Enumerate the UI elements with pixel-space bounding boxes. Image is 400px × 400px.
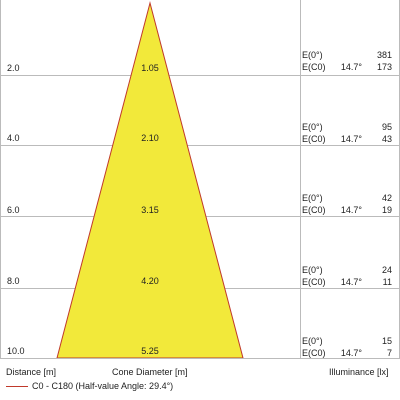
e0-value: 95 xyxy=(381,122,392,132)
e0-value: 381 xyxy=(376,50,392,60)
distance-label: 6.0 xyxy=(7,205,20,215)
e0-label: E(0°) xyxy=(302,122,323,132)
light-cone xyxy=(56,1,244,359)
ec0-label: E(C0) xyxy=(302,134,326,144)
ec0-value: 173 xyxy=(376,62,392,72)
distance-label: 4.0 xyxy=(7,133,20,143)
ec0-value: 43 xyxy=(381,134,392,144)
legend-label: C0 - C180 (Half-value Angle: 29.4°) xyxy=(32,381,174,391)
ec0-label: E(C0) xyxy=(302,62,326,72)
e0-value: 24 xyxy=(381,265,392,275)
ec0-angle: 14.7° xyxy=(340,134,362,144)
ec0-angle: 14.7° xyxy=(340,205,362,215)
e0-label: E(0°) xyxy=(302,336,323,346)
cone-diameter-label: 3.15 xyxy=(141,205,159,215)
e0-label: E(0°) xyxy=(302,50,323,60)
ec0-value: 7 xyxy=(386,348,392,358)
e0-value: 42 xyxy=(381,193,392,203)
cone-diameter-label: 2.10 xyxy=(141,133,159,143)
e0-label: E(0°) xyxy=(302,193,323,203)
ec0-angle: 14.7° xyxy=(340,277,362,287)
ec0-angle: 14.7° xyxy=(340,62,362,72)
e0-value: 15 xyxy=(381,336,392,346)
e0-label: E(0°) xyxy=(302,265,323,275)
ec0-angle: 14.7° xyxy=(340,348,362,358)
legend-line-swatch xyxy=(6,385,28,387)
ec0-label: E(C0) xyxy=(302,205,326,215)
cone-diameter-axis-title: Cone Diameter [m] xyxy=(112,367,188,377)
legend: C0 - C180 (Half-value Angle: 29.4°) xyxy=(6,380,173,392)
ec0-label: E(C0) xyxy=(302,277,326,287)
cone-diameter-label: 5.25 xyxy=(141,346,159,356)
ec0-value: 11 xyxy=(382,277,392,287)
cone-diameter-label: 1.05 xyxy=(141,63,159,73)
distance-label: 8.0 xyxy=(7,276,20,286)
ec0-value: 19 xyxy=(381,205,392,215)
distance-axis-title: Distance [m] xyxy=(6,367,57,377)
distance-label: 2.0 xyxy=(7,63,20,73)
illuminance-axis-title: Illuminance [lx] xyxy=(329,367,389,377)
distance-label: 10.0 xyxy=(7,346,25,356)
cone-diameter-label: 4.20 xyxy=(141,276,159,286)
ec0-label: E(C0) xyxy=(302,348,326,358)
